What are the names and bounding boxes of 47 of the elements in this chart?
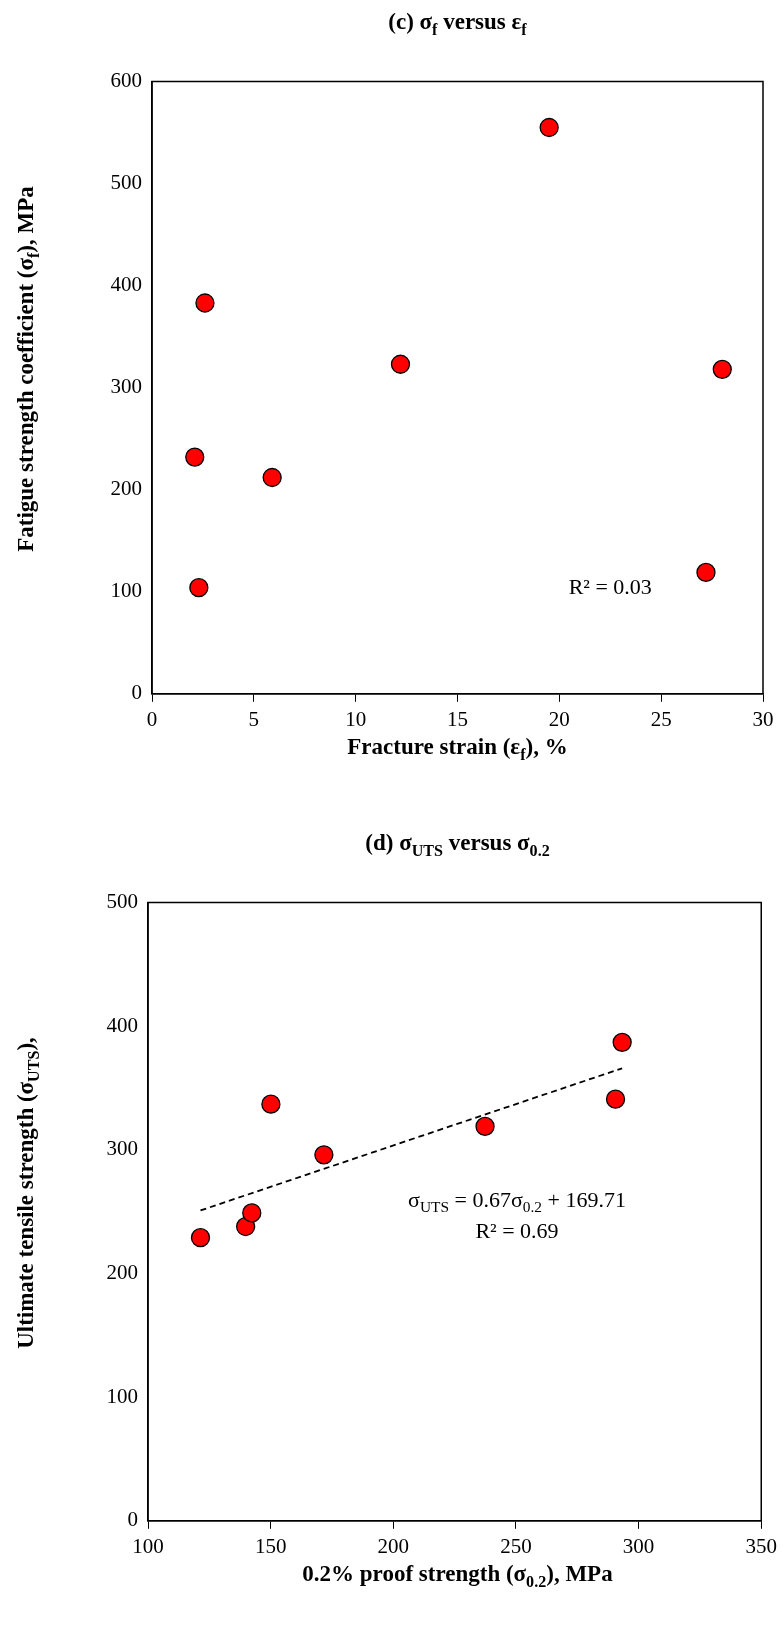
y-tick-label: 0 (131, 680, 142, 705)
x-tick-label: 20 (548, 706, 570, 731)
y-tick-label: 300 (110, 374, 142, 399)
point (475, 1116, 495, 1137)
x-tick-label: 300 (622, 1533, 655, 1558)
point (539, 117, 559, 138)
x-tick-label: 250 (500, 1533, 532, 1558)
x-tick-label: 15 (447, 706, 468, 731)
point (242, 1203, 262, 1223)
point (185, 447, 205, 467)
y-tick-label: 600 (110, 68, 142, 93)
point (390, 354, 411, 374)
annotation: R² = 0.69 (475, 1218, 559, 1245)
point (189, 578, 209, 598)
point (712, 359, 732, 379)
y-tick-label: 300 (106, 1136, 138, 1161)
chart-title: (c) σ$_{f}$ versus ε$_{f}$ (387, 9, 528, 39)
y-tick-label: 500 (110, 170, 142, 195)
point (262, 467, 282, 488)
point (261, 1094, 281, 1114)
point (605, 1089, 626, 1109)
x-tick-label: 5 (248, 706, 260, 731)
x-tick-label: 0 (146, 706, 158, 731)
chart-title: (d) σ$_{UTS}$ versus σ$_{0.2}$ (364, 830, 551, 860)
point (696, 562, 716, 583)
x-tick-label: 30 (752, 706, 774, 731)
y-tick-label: 400 (110, 272, 142, 297)
y-tick-label: 400 (106, 1012, 138, 1037)
y-tick-label: 0 (127, 1507, 138, 1532)
y-tick-label: 100 (110, 578, 142, 603)
x-tick-label: 350 (745, 1533, 777, 1558)
point (612, 1032, 632, 1052)
y-tick-label: 200 (106, 1260, 138, 1285)
x-tick-label: 150 (254, 1533, 287, 1558)
point (314, 1145, 334, 1165)
point (195, 293, 215, 313)
x-axis-title: 0.2% proof strength (σ$_{0.2}$), MPa (301, 1561, 614, 1591)
y-tick-label: 200 (110, 476, 142, 501)
point (190, 1228, 211, 1248)
y-tick-label: 500 (106, 889, 138, 914)
x-tick-label: 10 (345, 706, 367, 731)
x-tick-label: 200 (377, 1533, 410, 1558)
y-tick-label: 100 (106, 1383, 138, 1408)
annotation: R² = 0.03 (568, 573, 652, 600)
x-axis-title: Fracture strain (ε$_{f}$), % (346, 734, 569, 764)
annotation: σ$_{UTS}$ = 0.67σ$_{0.2}$ + 169.71 (408, 1186, 626, 1217)
x-tick-label: 25 (650, 706, 672, 731)
